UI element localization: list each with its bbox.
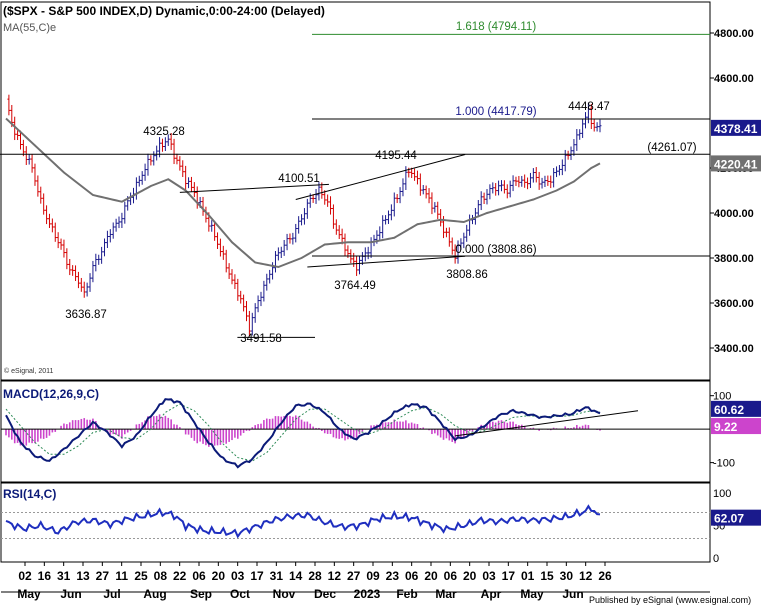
x-tick-label: 12 xyxy=(328,569,342,583)
x-tick-label: 27 xyxy=(96,569,110,583)
x-month-label: Jun xyxy=(60,587,81,601)
annotation-label: 0.000 (3808.86) xyxy=(455,244,536,256)
annotation-label: 3636.87 xyxy=(65,309,107,321)
macd-tick-label: 100 xyxy=(713,391,731,403)
annotation-label: 3764.49 xyxy=(334,280,376,292)
annotation-label: 4325.28 xyxy=(143,126,185,138)
price-tick-label: 4600.00 xyxy=(714,73,754,85)
copyright-note: © eSignal, 2011 xyxy=(4,367,54,375)
ma55-line xyxy=(5,117,601,269)
x-tick-label: 15 xyxy=(540,569,554,583)
rsi-title: RSI(14,C) xyxy=(3,487,56,501)
x-tick-label: 31 xyxy=(57,569,71,583)
x-tick-label: 25 xyxy=(134,569,148,583)
x-tick-label: 13 xyxy=(76,569,90,583)
x-month-label: 2023 xyxy=(354,587,381,601)
macd-title: MACD(12,26,9,C) xyxy=(3,387,99,401)
x-tick-label: 31 xyxy=(270,569,284,583)
x-month-label: Dec xyxy=(314,587,336,601)
x-tick-label: 12 xyxy=(579,569,593,583)
rsi-pane: RSI(14,C) xyxy=(1,487,710,539)
macd-badge-macd xyxy=(711,400,761,417)
x-tick-label: 22 xyxy=(173,569,187,583)
x-month-label: Aug xyxy=(143,587,166,601)
x-month-label: May xyxy=(520,587,544,601)
annotation-label: 1.618 (4794.11) xyxy=(456,21,537,33)
x-tick-label: 20 xyxy=(424,569,438,583)
x-tick-label: 23 xyxy=(386,569,400,583)
price-tick-label: 4800.00 xyxy=(714,28,754,40)
macd-trendline xyxy=(455,410,639,437)
annotation-label: (4261.07) xyxy=(647,142,696,154)
x-month-label: Feb xyxy=(396,587,417,601)
price-badge-last xyxy=(711,119,761,136)
annotation-label: 1.000 (4417.79) xyxy=(455,106,536,118)
x-month-label: Jul xyxy=(103,587,120,601)
rsi-tick-label: 0 xyxy=(713,553,719,565)
price-tick-label: 3400.00 xyxy=(714,343,754,355)
price-badge-label: 4220.41 xyxy=(714,157,758,171)
x-tick-label: 26 xyxy=(598,569,612,583)
x-tick-label: 30 xyxy=(560,569,574,583)
price-tick-label: 4000.00 xyxy=(714,208,754,220)
macd-signal-line xyxy=(5,403,601,462)
x-tick-label: 08 xyxy=(154,569,168,583)
macd-tick-label: -100 xyxy=(713,458,735,470)
x-month-label: Oct xyxy=(230,587,250,601)
macd-line xyxy=(5,398,601,469)
trendline-upper-2 xyxy=(295,154,466,200)
price-tick-label: 3600.00 xyxy=(714,298,754,310)
x-tick-label: 28 xyxy=(308,569,322,583)
x-tick-label: 20 xyxy=(212,569,226,583)
x-tick-label: 06 xyxy=(405,569,419,583)
price-badge-label: 4378.41 xyxy=(714,122,758,136)
published-note: Published by eSignal (www.esignal.com) xyxy=(589,595,751,605)
x-tick-label: 02 xyxy=(18,569,32,583)
x-month-label: Mar xyxy=(435,587,457,601)
trendline-upper-1 xyxy=(179,183,329,193)
annotation-label: 4100.51 xyxy=(278,173,320,185)
rsi-badge-label: 62.07 xyxy=(714,512,744,526)
x-tick-label: 16 xyxy=(38,569,52,583)
annotation-label: 4195.44 xyxy=(375,150,417,162)
x-tick-label: 14 xyxy=(289,569,303,583)
x-month-label: Apr xyxy=(481,587,502,601)
ma-legend: MA(55,C)e xyxy=(3,22,56,34)
x-tick-label: 17 xyxy=(250,569,264,583)
x-tick-label: 03 xyxy=(231,569,245,583)
price-badge-ma xyxy=(711,155,761,172)
macd-badge-label: 9.22 xyxy=(714,420,738,434)
x-tick-label: 09 xyxy=(366,569,380,583)
rsi-tick-label: 100 xyxy=(713,488,731,500)
x-tick-label: 01 xyxy=(521,569,535,583)
axes: 4800.004600.004200.004000.003800.003600.… xyxy=(17,28,761,601)
x-month-label: Nov xyxy=(273,587,296,601)
price-pane: 1.618 (4794.11) 1.000 (4417.79) 0.000 (380… xyxy=(0,21,710,345)
x-month-label: Jun xyxy=(562,587,583,601)
rsi-line xyxy=(5,504,601,539)
macd-badge-label: 60.62 xyxy=(714,403,744,417)
rsi-badge xyxy=(711,509,761,526)
chart-title: ($SPX - S&P 500 INDEX,D) Dynamic,0:00-24… xyxy=(3,4,325,18)
x-tick-label: 03 xyxy=(482,569,496,583)
x-tick-label: 27 xyxy=(347,569,361,583)
x-tick-label: 20 xyxy=(463,569,477,583)
trendline-lower xyxy=(307,255,466,268)
pane-frames xyxy=(0,1,711,593)
x-tick-label: 06 xyxy=(444,569,458,583)
x-month-label: May xyxy=(17,587,41,601)
x-tick-label: 11 xyxy=(115,569,128,583)
macd-badge-hist xyxy=(711,418,761,435)
macd-pane: MACD(12,26,9,C) xyxy=(1,387,710,469)
annotation-label: 3491.58 xyxy=(240,333,282,345)
annotation-label: 3808.86 xyxy=(446,269,488,281)
price-tick-label: 3800.00 xyxy=(714,253,754,265)
x-month-label: Sep xyxy=(190,587,212,601)
x-tick-label: 17 xyxy=(502,569,516,583)
x-tick-label: 06 xyxy=(192,569,206,583)
annotation-label: 4448.47 xyxy=(568,101,610,113)
